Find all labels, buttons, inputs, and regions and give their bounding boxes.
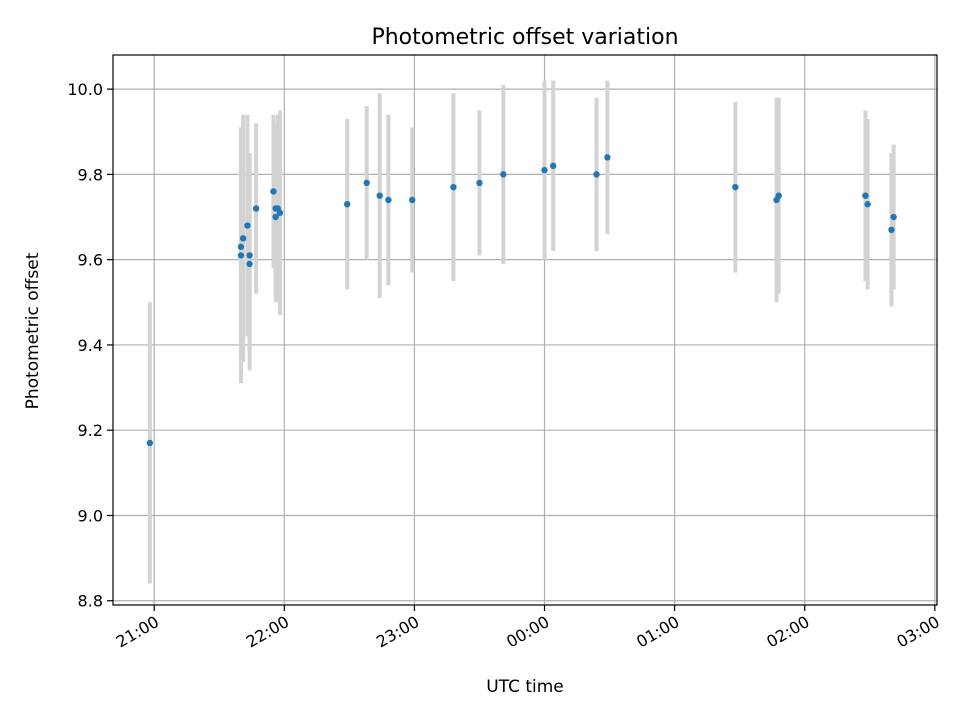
data-point xyxy=(146,439,154,447)
data-point xyxy=(864,201,871,208)
data-point xyxy=(376,192,383,199)
data-points xyxy=(146,154,897,447)
plot-frame xyxy=(112,54,938,606)
data-point xyxy=(246,252,253,259)
y-tick-label: 9.8 xyxy=(78,165,103,184)
x-axis-label: UTC time xyxy=(486,677,564,697)
data-point xyxy=(862,192,869,199)
data-point xyxy=(276,209,284,216)
data-point xyxy=(363,179,370,187)
y-tick-label: 10.0 xyxy=(67,80,103,99)
y-tick-label: 9.2 xyxy=(78,421,103,440)
data-point xyxy=(343,201,351,208)
data-point xyxy=(732,183,739,191)
data-point xyxy=(244,222,251,229)
data-point xyxy=(239,235,247,242)
data-point xyxy=(604,154,611,161)
y-ticks: 8.8 9.0 9.2 9.4 9.6 9.8 10.0 xyxy=(67,80,113,611)
y-tick-label: 9.0 xyxy=(78,506,103,525)
data-point xyxy=(593,171,600,178)
data-point xyxy=(237,252,245,259)
data-point xyxy=(246,260,253,268)
data-point xyxy=(385,196,392,204)
y-tick-label: 8.8 xyxy=(78,592,103,611)
data-point xyxy=(549,162,557,170)
data-point xyxy=(541,166,548,174)
data-point xyxy=(237,243,245,251)
y-axis-label: Photometric offset xyxy=(23,252,43,409)
data-point xyxy=(888,226,895,234)
data-point xyxy=(272,213,279,221)
data-point xyxy=(409,196,416,204)
data-point xyxy=(270,188,277,195)
data-point xyxy=(775,192,782,199)
data-point xyxy=(252,205,260,212)
chart-title: Photometric offset variation xyxy=(371,25,678,50)
data-point xyxy=(890,213,897,221)
data-point xyxy=(500,171,507,178)
data-point xyxy=(450,183,457,191)
y-tick-label: 9.6 xyxy=(78,251,103,270)
y-tick-label: 9.4 xyxy=(78,336,103,355)
data-point xyxy=(476,179,483,187)
